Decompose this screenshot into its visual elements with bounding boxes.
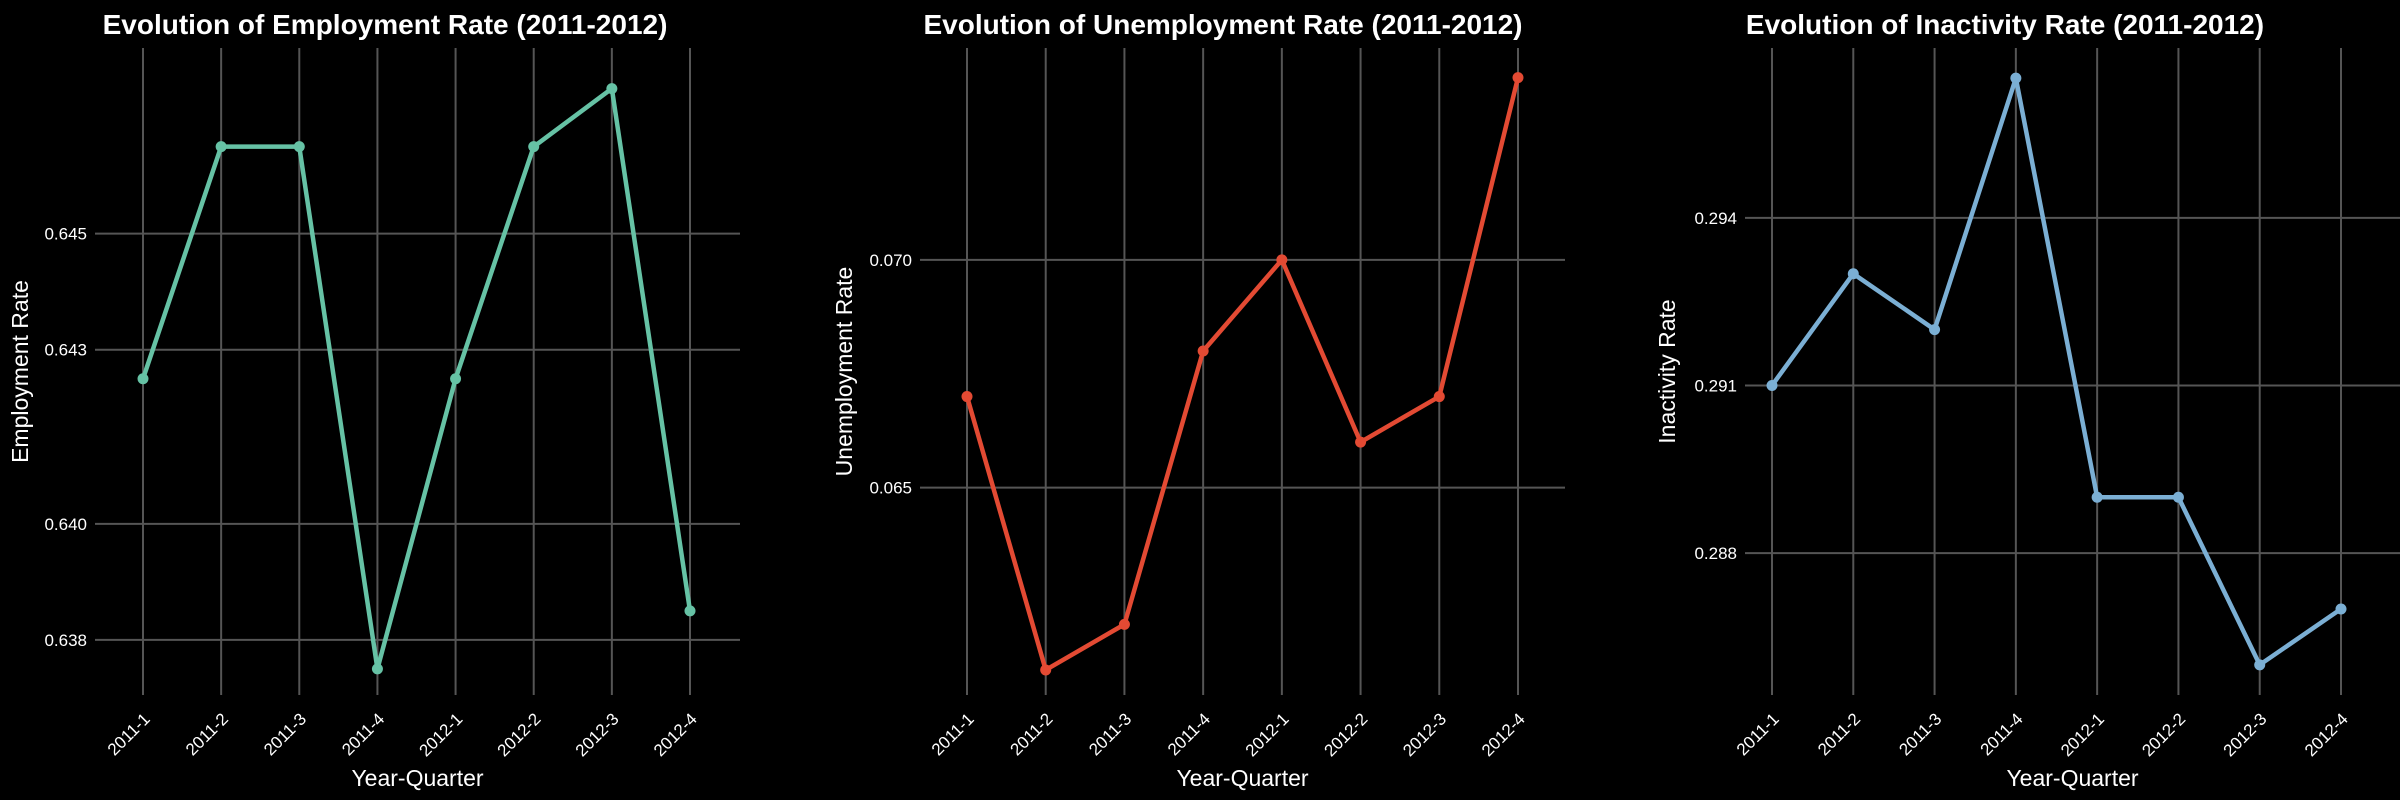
chart3-x-tick-label: 2011-2	[1814, 709, 1864, 759]
chart1-y-tick-label: 0.638	[44, 631, 87, 650]
chart1-data-point	[684, 605, 696, 617]
chart1-x-tick-label: 2012-2	[494, 709, 545, 760]
chart3-x-tick-label: 2012-3	[2220, 709, 2271, 760]
chart3-x-tick-label: 2012-4	[2301, 709, 2352, 760]
chart2-x-tick-label: 2011-2	[1007, 709, 1057, 759]
chart1-data-point	[528, 141, 540, 153]
chart3-x-tick-label: 2012-1	[2057, 709, 2108, 760]
chart3-x-tick-label: 2011-3	[1895, 709, 1945, 759]
chart3-x-axis-title: Year-Quarter	[2006, 765, 2138, 791]
chart3-title: Evolution of Inactivity Rate (2011-2012)	[1746, 9, 2264, 40]
chart1-x-tick-label: 2011-1	[104, 709, 154, 759]
chart1-data-point	[293, 141, 305, 153]
chart3-y-axis-title: Inactivity Rate	[1654, 299, 1680, 443]
chart1-y-tick-label: 0.643	[44, 341, 87, 360]
chart1-x-tick-label: 2012-1	[416, 709, 467, 760]
chart1-data-point	[215, 141, 227, 153]
chart3-x-tick-label: 2012-2	[2138, 709, 2189, 760]
chart1-series-line	[140, 86, 693, 672]
chart2-x-tick-label: 2012-4	[1478, 709, 1529, 760]
chart2-x-tick-label: 2011-4	[1164, 709, 1214, 759]
chart2-data-point	[1197, 345, 1209, 357]
chart1-x-tick-label: 2011-3	[260, 709, 310, 759]
chart3-data-point	[2335, 603, 2347, 615]
chart2-series-line	[964, 75, 1521, 673]
chart1-y-tick-label: 0.645	[44, 225, 87, 244]
chart1-data-point	[371, 663, 383, 675]
chart2-y-axis-title: Unemployment Rate	[831, 267, 857, 477]
chart2-y-tick-label: 0.070	[869, 251, 912, 270]
chart2-data-point	[1040, 664, 1052, 676]
chart2-y-tick-label: 0.065	[869, 479, 912, 498]
chart2-data-point	[1433, 391, 1445, 403]
chart2-x-tick-label: 2011-3	[1085, 709, 1135, 759]
chart1-y-axis-title: Employment Rate	[7, 280, 33, 463]
chart1-x-axis-title: Year-Quarter	[351, 765, 483, 791]
chart3-y-tick-label: 0.291	[1694, 376, 1737, 395]
chart3-data-point	[2172, 491, 2184, 503]
chart2-data-point	[1118, 618, 1130, 630]
chart3-x-tick-label: 2011-4	[1977, 709, 2027, 759]
chart1-x-tick-label: 2011-4	[338, 709, 388, 759]
chart1-x-tick-label: 2012-3	[572, 709, 623, 760]
chart2-data-point	[1512, 72, 1524, 84]
chart3-data-point	[2010, 72, 2022, 84]
chart3-y-tick-label: 0.288	[1694, 544, 1737, 563]
chart3-data-point	[1766, 379, 1778, 391]
chart1-x-tick-label: 2012-4	[650, 709, 701, 760]
chart3-data-point	[2254, 659, 2266, 671]
chart1-data-point	[137, 373, 149, 385]
chart1-data-point	[606, 83, 618, 95]
chart2-x-tick-label: 2012-3	[1399, 709, 1450, 760]
chart3-series-line	[1769, 75, 2344, 668]
chart2-title: Evolution of Unemployment Rate (2011-201…	[923, 9, 1522, 40]
chart2-x-tick-label: 2011-1	[928, 709, 978, 759]
chart1-data-point	[450, 373, 462, 385]
chart2-data-point	[961, 391, 973, 403]
chart3-data-point	[1847, 268, 1859, 280]
chart1-y-tick-label: 0.640	[44, 515, 87, 534]
chart2-x-tick-label: 2012-1	[1242, 709, 1293, 760]
chart2-x-tick-label: 2012-2	[1321, 709, 1372, 760]
chart3-data-point	[1929, 324, 1941, 336]
chart2-data-point	[1355, 436, 1367, 448]
chart2-data-point	[1276, 254, 1288, 266]
chart3-data-point	[2091, 491, 2103, 503]
chart1-x-tick-label: 2011-2	[182, 709, 232, 759]
chart3-y-tick-label: 0.294	[1694, 209, 1737, 228]
chart3-x-tick-label: 2011-1	[1733, 709, 1783, 759]
chart1-title: Evolution of Employment Rate (2011-2012)	[103, 9, 668, 40]
chart2-x-axis-title: Year-Quarter	[1176, 765, 1308, 791]
